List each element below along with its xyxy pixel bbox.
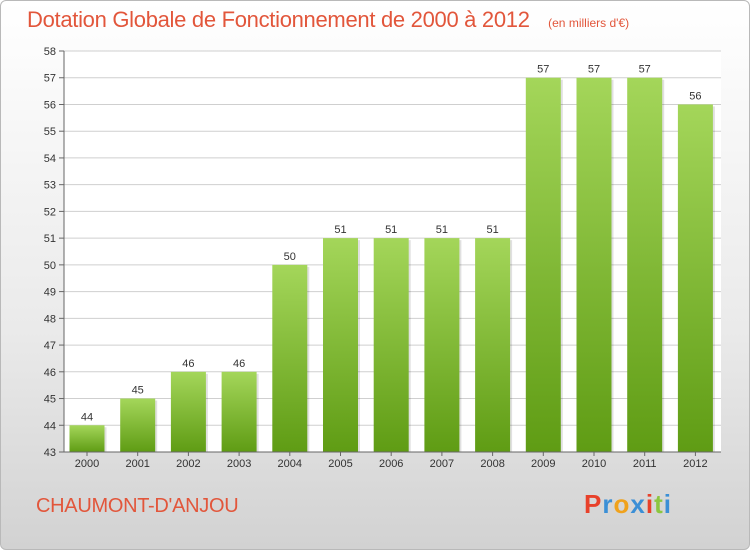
x-tick-label-2006: 2006 [379,458,403,470]
y-tick-label: 55 [44,126,56,138]
bar-2002 [170,371,206,452]
y-tick-label: 53 [44,180,56,192]
bar-2011 [627,77,663,452]
x-tick-label-2005: 2005 [328,458,352,470]
bar-2008 [475,238,511,452]
value-label-2002: 46 [182,358,194,370]
bar-2007 [424,238,460,452]
bar-2001 [120,398,156,452]
chart-title: Dotation Globale de Fonctionnement de 20… [27,7,530,32]
value-label-2006: 51 [385,224,397,236]
chart-subtitle: (en milliers d'€) [548,16,630,30]
value-label-2008: 51 [486,224,498,236]
value-label-2009: 57 [537,64,549,76]
x-tick-label-2011: 2011 [633,458,657,470]
x-tick-label-2003: 2003 [227,458,251,470]
title-row: Dotation Globale de Fonctionnement de 20… [27,7,629,33]
x-tick-label-2008: 2008 [480,458,504,470]
y-tick-label: 51 [44,233,56,245]
bar-2010 [576,77,612,452]
bars: 44 45 46 46 50 51 51 51 51 57 57 57 56 [69,64,715,452]
bar-2003 [221,371,257,452]
value-label-2011: 57 [639,64,651,76]
value-label-2012: 56 [689,90,701,102]
y-tick-label: 49 [44,287,56,299]
bar-2006 [373,238,409,452]
logo-letter: r [602,489,614,519]
y-tick-label: 57 [44,73,56,85]
value-label-2010: 57 [588,64,600,76]
value-label-2007: 51 [436,224,448,236]
y-tick-label: 46 [44,367,56,379]
axes: 43 44 45 46 47 48 49 50 51 52 53 54 55 56 57 58 2000 2001… [44,46,721,470]
x-tick-label-2002: 2002 [176,458,200,470]
logo-letter: t [654,489,664,519]
bar-2000 [69,425,105,452]
y-tick-label: 52 [44,206,56,218]
y-tick-label: 48 [44,313,56,325]
logo-letter: i [645,489,655,519]
x-tick-label-2001: 2001 [125,458,149,470]
value-label-2000: 44 [81,411,93,423]
value-label-2001: 45 [132,385,144,397]
y-tick-label: 43 [44,447,56,459]
y-tick-label: 47 [44,340,56,352]
logo-letter: x [630,489,646,519]
x-tick-label-2010: 2010 [582,458,606,470]
logo-letter: i [663,489,672,519]
y-tick-label: 50 [44,260,56,272]
value-label-2004: 50 [284,251,296,263]
x-tick-label-2004: 2004 [278,458,302,470]
y-tick-label: 56 [44,99,56,111]
x-tick-label-2000: 2000 [75,458,99,470]
value-label-2005: 51 [334,224,346,236]
y-tick-label: 58 [44,46,56,58]
y-tick-label: 54 [44,153,56,165]
value-label-2003: 46 [233,358,245,370]
bar-2009 [525,77,561,452]
commune-name: CHAUMONT-D'ANJOU [36,495,239,517]
logo-letter: o [613,489,631,519]
bar-2004 [272,264,308,452]
y-tick-label: 45 [44,394,56,406]
bar-2012 [677,104,713,452]
logo-letter: P [584,489,603,519]
proxiti-logo: Proxiti [584,489,672,520]
y-tick-label: 44 [44,420,56,432]
x-tick-label-2012: 2012 [683,458,707,470]
x-tick-label-2009: 2009 [531,458,555,470]
bar-2005 [323,238,358,452]
x-tick-label-2007: 2007 [430,458,454,470]
